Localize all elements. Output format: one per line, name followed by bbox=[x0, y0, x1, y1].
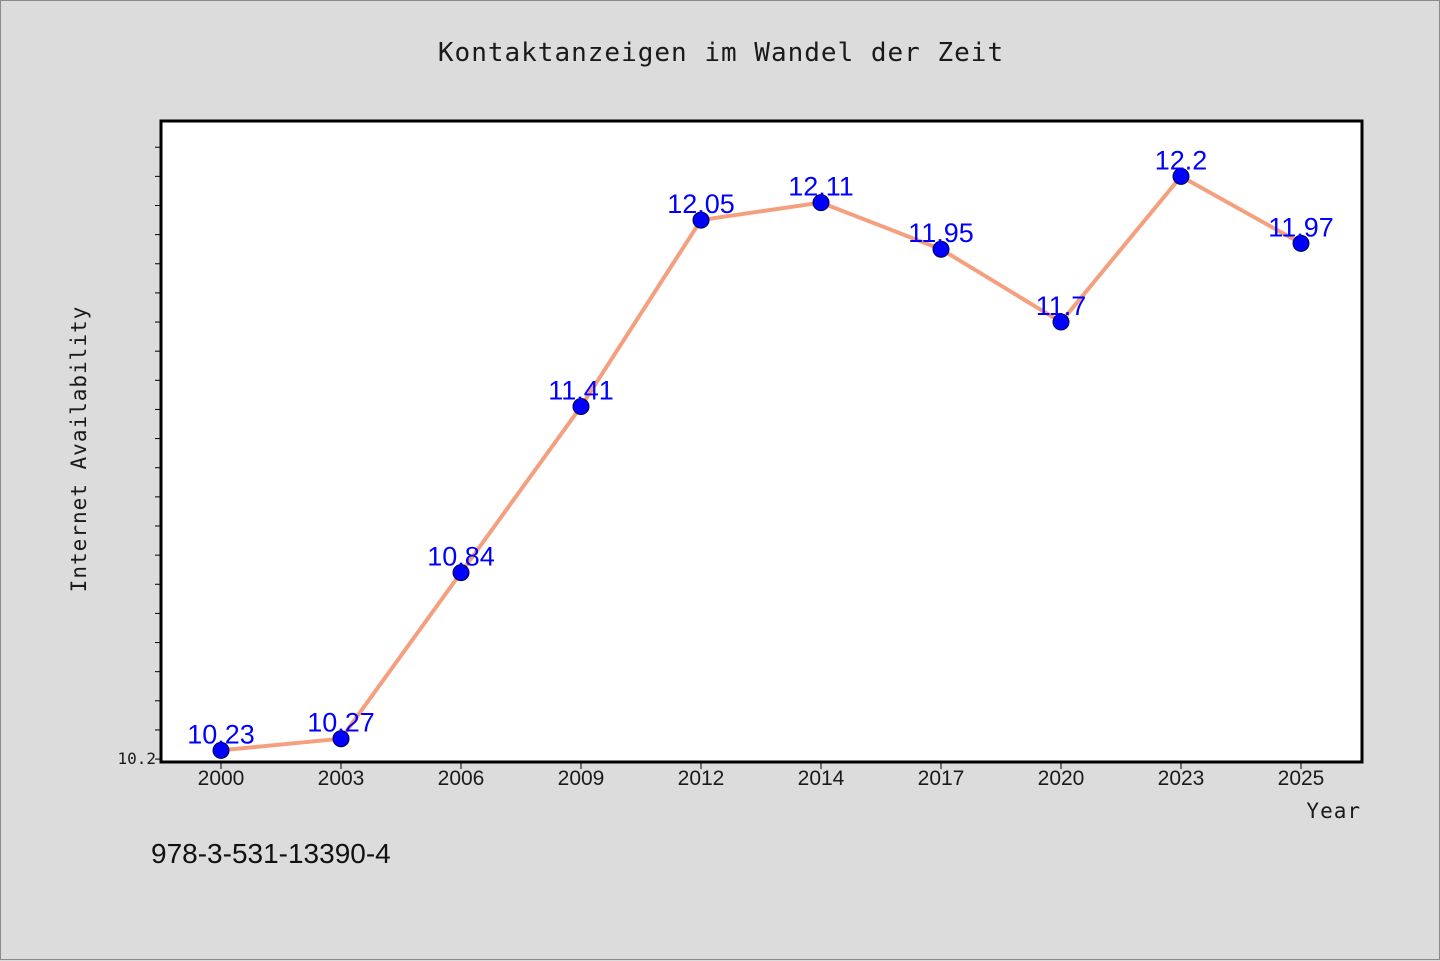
x-tick-label: 2017 bbox=[918, 767, 965, 790]
data-point bbox=[1292, 234, 1310, 252]
series-layer: 10.23 10.27 10.84 11.41 12.05 12.11 11.95 11.7 1… bbox=[187, 145, 1334, 759]
y-tick-label: 10.2 bbox=[117, 749, 156, 768]
data-label: 12.11 bbox=[788, 172, 854, 202]
data-label: 10.23 bbox=[187, 719, 255, 749]
plot-area bbox=[159, 119, 1364, 764]
data-point bbox=[1172, 167, 1190, 185]
x-tick-label: 2006 bbox=[438, 767, 485, 790]
data-label: 11.41 bbox=[548, 376, 614, 406]
x-tick-label: 2020 bbox=[1038, 767, 1085, 790]
data-point bbox=[212, 741, 230, 759]
x-tick-label: 2014 bbox=[798, 767, 845, 790]
x-tick-label: 2012 bbox=[678, 767, 725, 790]
x-axis-ticks: 2000 2003 2006 2009 2012 2014 2017 2020 2023 2025 bbox=[198, 762, 1325, 790]
series-line bbox=[220, 174, 1302, 753]
data-point bbox=[932, 240, 950, 258]
data-label: 12.2 bbox=[1155, 145, 1208, 175]
x-tick-label: 2009 bbox=[558, 767, 605, 790]
data-point bbox=[1052, 313, 1070, 331]
y-axis-ticks: 10.2 bbox=[117, 146, 161, 768]
isbn-text: 978-3-531-13390-4 bbox=[151, 838, 391, 869]
data-label: 12.05 bbox=[667, 189, 735, 219]
data-point bbox=[452, 564, 470, 582]
data-point bbox=[332, 730, 350, 748]
x-tick-label: 2023 bbox=[1158, 767, 1205, 790]
data-point bbox=[572, 398, 590, 416]
data-label: 11.97 bbox=[1268, 212, 1334, 242]
data-label: 10.27 bbox=[307, 708, 375, 738]
data-point bbox=[812, 194, 830, 212]
data-label: 11.7 bbox=[1036, 291, 1087, 321]
x-tick-label: 2003 bbox=[318, 767, 365, 790]
x-tick-label: 2025 bbox=[1278, 767, 1325, 790]
chart-title: Kontaktanzeigen im Wandel der Zeit bbox=[438, 38, 1004, 68]
x-axis-label: Year bbox=[1306, 799, 1361, 823]
y-axis-label: Internet Availability bbox=[67, 306, 91, 593]
data-point bbox=[692, 211, 710, 229]
x-tick-label: 2000 bbox=[198, 767, 245, 790]
data-label: 10.84 bbox=[427, 542, 495, 572]
data-label: 11.95 bbox=[908, 218, 974, 248]
